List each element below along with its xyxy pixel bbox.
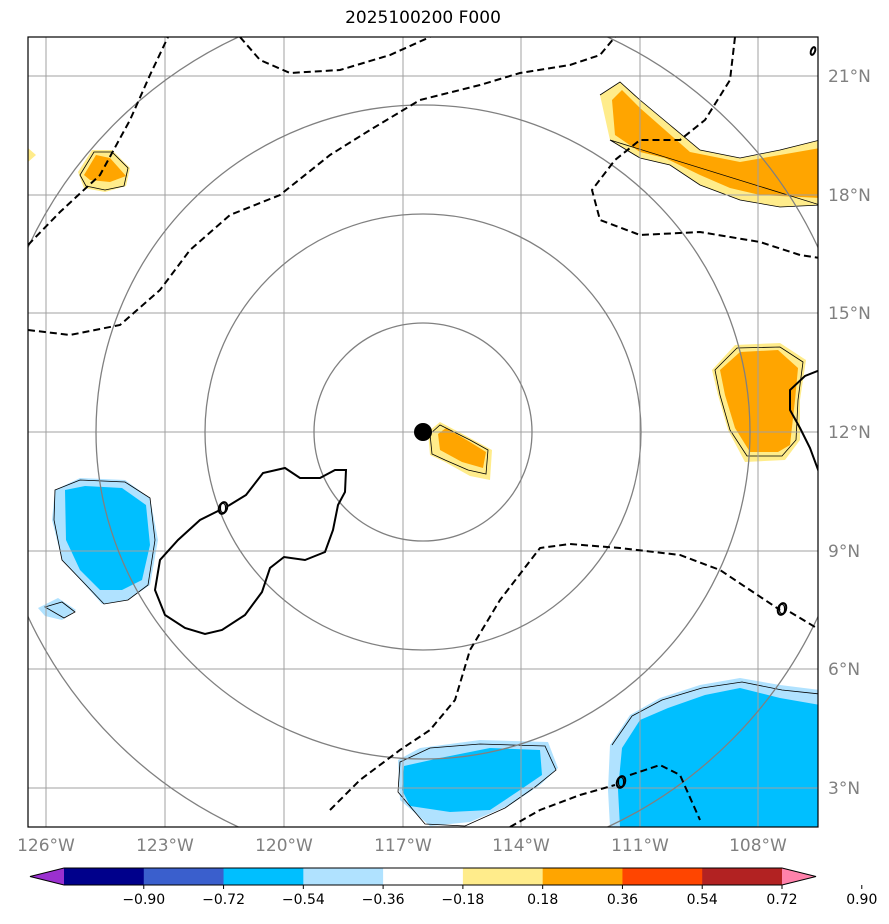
colorbar-tick-label: −0.72 [202, 892, 245, 908]
contour-label: 0 [617, 776, 625, 791]
lon-tick-labels: 126°W 123°W 120°W 117°W 114°W 111°W 108°… [17, 836, 787, 856]
lat-tick: 12°N [828, 423, 871, 443]
lon-tick: 126°W [17, 836, 75, 856]
graticule [28, 37, 818, 827]
lat-tick: 3°N [828, 779, 860, 799]
lat-tick: 18°N [828, 186, 871, 206]
colorbar-segment [64, 868, 145, 885]
colorbar-segment [143, 868, 225, 885]
map-frame [27, 36, 819, 828]
colorbar-segment [383, 868, 464, 885]
negative-anomaly-west [38, 478, 158, 620]
map-title: 2025100200 F000 [345, 8, 501, 28]
colorbar: −0.90 −0.72 −0.54 −0.36 −0.18 0.18 0.36 0.54 0.7… [29, 867, 877, 908]
colorbar-tick-label: −0.90 [122, 892, 165, 908]
range-rings [28, 37, 818, 827]
colorbar-tick-label: 0.54 [687, 892, 718, 908]
solid-contours [153, 46, 818, 789]
lat-tick: 15°N [828, 304, 871, 324]
lat-tick-labels: 21°N 18°N 15°N 12°N 9°N 6°N 3°N [828, 67, 871, 799]
contour-label: 0 [219, 502, 227, 517]
colorbar-segment [462, 868, 544, 885]
positive-anomaly-ne [599, 81, 818, 208]
colorbar-segment [702, 868, 783, 885]
negative-anomaly-south [397, 740, 558, 827]
colorbar-tick-label: −0.18 [441, 892, 484, 908]
contour-labels: 0 0 0 [219, 502, 786, 791]
colorbar-segment [542, 868, 623, 885]
lon-tick: 111°W [611, 836, 669, 856]
colorbar-tick-label: −0.36 [362, 892, 405, 908]
colorbar-segment [622, 868, 703, 885]
colorbar-tick-label: 0.90 [846, 892, 877, 908]
lat-tick: 21°N [828, 67, 871, 87]
positive-anomaly-nw [28, 148, 130, 192]
contour-label: 0 [778, 603, 786, 618]
lon-tick: 120°W [255, 836, 313, 856]
lon-tick: 114°W [492, 836, 550, 856]
colorbar-tick-label: 0.36 [607, 892, 638, 908]
lat-tick: 9°N [828, 542, 860, 562]
storm-center-marker [414, 423, 432, 441]
colorbar-extension-low [30, 868, 64, 885]
colorbar-extension-high [782, 868, 816, 885]
lat-tick: 6°N [828, 660, 860, 680]
colorbar-tick-label: 0.72 [766, 892, 797, 908]
colorbar-tick-label: −0.54 [282, 892, 325, 908]
colorbar-tick-label: 0.18 [527, 892, 558, 908]
lon-tick: 123°W [136, 836, 194, 856]
lon-tick: 117°W [374, 836, 432, 856]
colorbar-segment [223, 868, 304, 885]
colorbar-segment [303, 868, 384, 885]
positive-anomaly-center [428, 422, 492, 480]
dashed-contours [28, 37, 818, 827]
lon-tick: 108°W [729, 836, 787, 856]
